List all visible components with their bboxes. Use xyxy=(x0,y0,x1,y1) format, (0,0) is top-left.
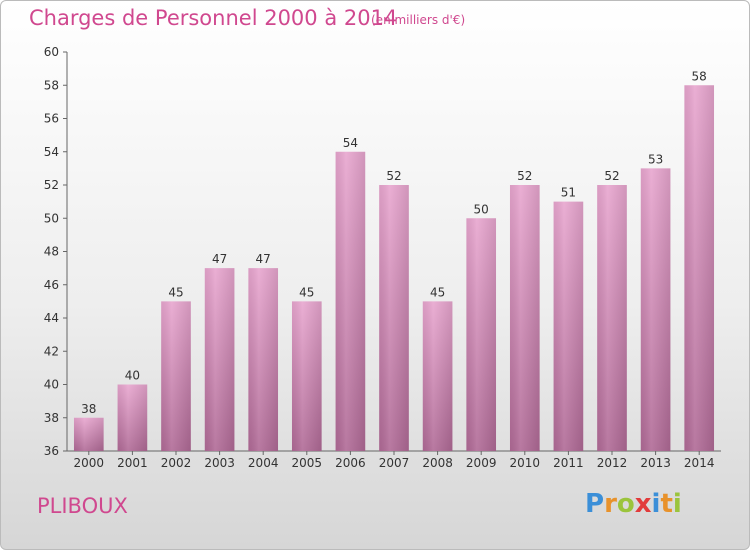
x-tick-label-2010: 2010 xyxy=(510,456,541,470)
bar-shade-2007 xyxy=(379,185,409,451)
logo-letter: o xyxy=(616,489,635,519)
bar-shade-2001 xyxy=(117,384,148,451)
chart-title: Charges de Personnel 2000 à 2014 xyxy=(29,6,398,30)
bar-shade-2004 xyxy=(248,268,279,451)
y-tick-label: 48 xyxy=(44,245,59,259)
y-tick-label: 42 xyxy=(44,344,59,358)
value-label-2008: 45 xyxy=(430,285,445,299)
bar-shade-2009 xyxy=(466,218,497,451)
x-tick-label-2005: 2005 xyxy=(292,456,323,470)
value-label-2002: 45 xyxy=(168,285,183,299)
x-tick-label-2000: 2000 xyxy=(74,456,105,470)
y-tick-label: 56 xyxy=(44,112,59,126)
y-tick-label: 44 xyxy=(44,311,59,325)
value-label-2003: 47 xyxy=(212,252,227,266)
logo-letter: P xyxy=(585,489,605,519)
bar-shade-2014 xyxy=(684,85,715,451)
value-label-2014: 58 xyxy=(692,69,707,83)
bar-shade-2008 xyxy=(422,301,453,451)
labels: 36 38 40 42 44 46 48 50 52 54 56 58 60 2000 38 2001 40 20… xyxy=(44,45,715,470)
value-label-2007: 52 xyxy=(386,169,401,183)
chart-subtitle: (en milliers d'€) xyxy=(371,13,466,27)
y-tick-label: 54 xyxy=(44,145,59,159)
x-tick-label-2012: 2012 xyxy=(597,456,628,470)
x-tick-label-2014: 2014 xyxy=(684,456,715,470)
logo-letter: x xyxy=(634,489,652,519)
value-label-2011: 51 xyxy=(561,186,576,200)
y-tick-label: 36 xyxy=(44,444,59,458)
bars xyxy=(73,85,715,451)
bar-shade-2002 xyxy=(161,301,191,451)
y-tick-label: 50 xyxy=(44,211,59,225)
x-tick-label-2002: 2002 xyxy=(161,456,192,470)
x-tick-label-2006: 2006 xyxy=(335,456,366,470)
x-tick-label-2001: 2001 xyxy=(117,456,148,470)
y-tick-label: 58 xyxy=(44,78,59,92)
bar-shade-2011 xyxy=(553,201,584,451)
x-tick-label-2008: 2008 xyxy=(422,456,453,470)
logo-letter: i xyxy=(672,489,682,519)
x-tick-label-2011: 2011 xyxy=(553,456,584,470)
y-tick-label: 40 xyxy=(44,378,59,392)
proxiti-logo: Proxiti xyxy=(585,489,682,519)
bar-shade-2006 xyxy=(335,151,366,451)
value-label-2001: 40 xyxy=(125,369,140,383)
logo-letter: t xyxy=(660,489,673,519)
x-tick-label-2009: 2009 xyxy=(466,456,497,470)
value-label-2000: 38 xyxy=(81,402,96,416)
x-tick-label-2013: 2013 xyxy=(640,456,671,470)
logo-letter: i xyxy=(651,489,661,519)
commune-name: PLIBOUX xyxy=(37,494,128,518)
value-label-2013: 53 xyxy=(648,152,663,166)
logo-letter: r xyxy=(604,489,617,519)
value-label-2006: 54 xyxy=(343,136,358,150)
x-tick-label-2003: 2003 xyxy=(204,456,235,470)
value-label-2012: 52 xyxy=(604,169,619,183)
bar-shade-2010 xyxy=(509,185,540,451)
y-tick-label: 46 xyxy=(44,278,59,292)
x-tick-label-2007: 2007 xyxy=(379,456,410,470)
y-tick-label: 52 xyxy=(44,178,59,192)
bar-shade-2013 xyxy=(640,168,671,451)
y-tick-label: 60 xyxy=(44,45,59,59)
bar-shade-2012 xyxy=(597,185,627,451)
bar-shade-2003 xyxy=(204,268,235,451)
value-label-2004: 47 xyxy=(256,252,271,266)
bar-shade-2005 xyxy=(291,301,322,451)
y-tick-label: 38 xyxy=(44,411,59,425)
bar-shade-2000 xyxy=(73,417,104,451)
value-label-2010: 52 xyxy=(517,169,532,183)
value-label-2005: 45 xyxy=(299,285,314,299)
x-tick-label-2004: 2004 xyxy=(248,456,279,470)
value-label-2009: 50 xyxy=(474,202,489,216)
